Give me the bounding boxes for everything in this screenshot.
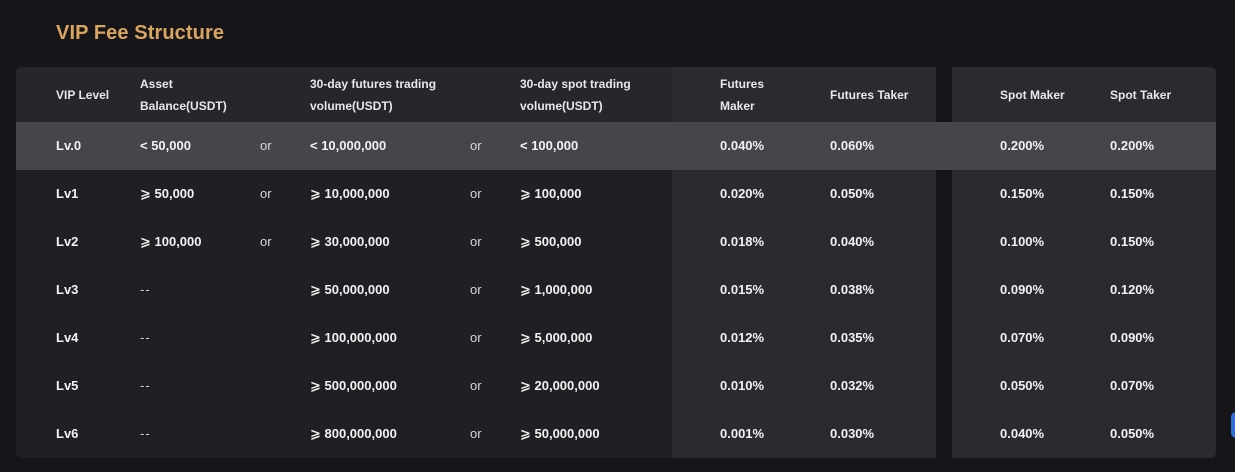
row-spot-taker: 0.150% — [1110, 186, 1155, 201]
row-futures-maker: 0.012% — [720, 330, 765, 345]
row-level: Lv6 — [56, 426, 79, 441]
row-spot-maker: 0.100% — [1000, 234, 1045, 249]
row-futures-taker: 0.060% — [830, 138, 875, 153]
row-spot-volume: ⩾ 5,000,000 — [520, 330, 593, 345]
row-spot-volume: ⩾ 20,000,000 — [520, 378, 600, 393]
row-spot-maker: 0.040% — [1000, 426, 1045, 441]
row-futures-volume: ⩾ 800,000,000 — [310, 426, 397, 441]
header-futures-taker: Futures Taker — [830, 88, 909, 102]
row-spot-maker: 0.070% — [1000, 330, 1045, 345]
row-or-separator: or — [470, 138, 482, 153]
row-or-separator: or — [470, 186, 482, 201]
row-asset-balance: -- — [140, 330, 151, 345]
row-asset-balance: ⩾ 100,000 — [140, 234, 202, 249]
header-spot-volume: 30-day spot trading volume(USDT) — [520, 77, 631, 113]
row-spot-maker: 0.050% — [1000, 378, 1045, 393]
row-level: Lv3 — [56, 282, 79, 297]
row-or-separator: or — [470, 330, 482, 345]
row-futures-taker: 0.035% — [830, 330, 875, 345]
floating-chat-button[interactable] — [1231, 412, 1235, 438]
current-level-highlight — [16, 122, 1216, 170]
row-spot-taker: 0.150% — [1110, 234, 1155, 249]
row-or-separator: or — [260, 186, 272, 201]
page-title: VIP Fee Structure — [56, 22, 225, 44]
row-asset-balance: -- — [140, 426, 151, 441]
row-level: Lv4 — [56, 330, 79, 345]
row-asset-balance: -- — [140, 378, 151, 393]
row-spot-taker: 0.200% — [1110, 138, 1155, 153]
row-spot-volume: ⩾ 50,000,000 — [520, 426, 600, 441]
fee-table: VIP Level Asset Balance(USDT) 30-day fut… — [16, 67, 1216, 458]
header-vip-level: VIP Level — [56, 88, 110, 102]
row-level: Lv2 — [56, 234, 79, 249]
row-spot-taker: 0.090% — [1110, 330, 1155, 345]
row-spot-maker: 0.090% — [1000, 282, 1045, 297]
row-spot-volume: < 100,000 — [520, 138, 579, 153]
row-futures-taker: 0.050% — [830, 186, 875, 201]
row-or-separator: or — [470, 426, 482, 441]
header-spot-maker: Spot Maker — [1000, 88, 1065, 102]
row-level: Lv.0 — [56, 138, 82, 153]
header-asset-balance: Asset Balance(USDT) — [140, 77, 227, 113]
row-futures-volume: ⩾ 30,000,000 — [310, 234, 390, 249]
row-futures-taker: 0.040% — [830, 234, 875, 249]
row-spot-volume: ⩾ 100,000 — [520, 186, 582, 201]
row-spot-volume: ⩾ 500,000 — [520, 234, 582, 249]
row-or-separator: or — [260, 138, 272, 153]
row-futures-maker: 0.040% — [720, 138, 765, 153]
header-futures-maker: Futures Maker — [720, 77, 765, 113]
row-futures-maker: 0.001% — [720, 426, 765, 441]
row-spot-maker: 0.150% — [1000, 186, 1045, 201]
row-futures-maker: 0.018% — [720, 234, 765, 249]
row-spot-volume: ⩾ 1,000,000 — [520, 282, 593, 297]
row-futures-volume: ⩾ 500,000,000 — [310, 378, 397, 393]
header-futures-volume: 30-day futures trading volume(USDT) — [310, 77, 437, 113]
row-futures-taker: 0.030% — [830, 426, 875, 441]
row-spot-taker: 0.120% — [1110, 282, 1155, 297]
row-asset-balance: -- — [140, 282, 151, 297]
row-futures-volume: ⩾ 50,000,000 — [310, 282, 390, 297]
row-or-separator: or — [260, 234, 272, 249]
row-futures-volume: ⩾ 100,000,000 — [310, 330, 397, 345]
row-asset-balance: < 50,000 — [140, 138, 191, 153]
row-futures-maker: 0.020% — [720, 186, 765, 201]
row-asset-balance: ⩾ 50,000 — [140, 186, 195, 201]
row-futures-volume: < 10,000,000 — [310, 138, 387, 153]
row-futures-taker: 0.038% — [830, 282, 875, 297]
row-or-separator: or — [470, 378, 482, 393]
row-futures-maker: 0.015% — [720, 282, 765, 297]
row-level: Lv1 — [56, 186, 79, 201]
row-futures-maker: 0.010% — [720, 378, 765, 393]
row-spot-maker: 0.200% — [1000, 138, 1045, 153]
row-futures-volume: ⩾ 10,000,000 — [310, 186, 390, 201]
row-futures-taker: 0.032% — [830, 378, 875, 393]
row-or-separator: or — [470, 282, 482, 297]
row-spot-taker: 0.050% — [1110, 426, 1155, 441]
row-spot-taker: 0.070% — [1110, 378, 1155, 393]
header-spot-taker: Spot Taker — [1110, 88, 1172, 102]
row-or-separator: or — [470, 234, 482, 249]
row-level: Lv5 — [56, 378, 79, 393]
